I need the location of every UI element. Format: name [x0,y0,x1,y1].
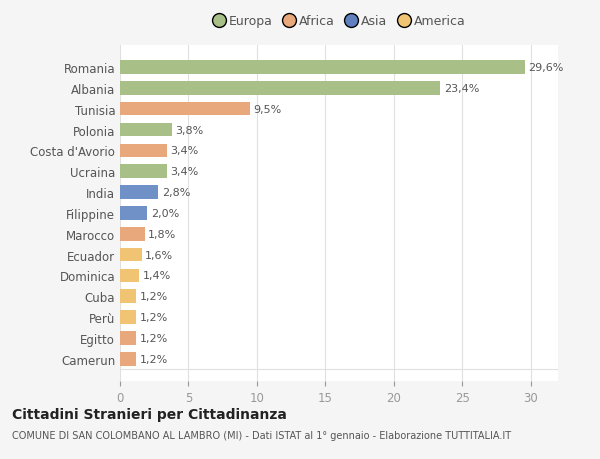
Bar [120,352,136,366]
Bar [120,82,440,95]
Bar [120,186,158,199]
Text: 29,6%: 29,6% [529,63,564,73]
Bar [120,144,167,158]
Text: 3,8%: 3,8% [175,125,203,135]
Text: 3,4%: 3,4% [170,146,198,156]
Text: 3,4%: 3,4% [170,167,198,177]
Text: 23,4%: 23,4% [444,84,479,94]
Bar [120,228,145,241]
Text: 2,8%: 2,8% [162,188,190,198]
Text: 1,2%: 1,2% [140,333,168,343]
Bar [120,311,136,324]
Text: COMUNE DI SAN COLOMBANO AL LAMBRO (MI) - Dati ISTAT al 1° gennaio - Elaborazione: COMUNE DI SAN COLOMBANO AL LAMBRO (MI) -… [12,431,511,440]
Bar [120,103,250,116]
Text: Cittadini Stranieri per Cittadinanza: Cittadini Stranieri per Cittadinanza [12,407,287,421]
Text: 1,6%: 1,6% [145,250,173,260]
Bar [120,165,167,179]
Bar [120,331,136,345]
Text: 1,2%: 1,2% [140,313,168,322]
Bar [120,269,139,283]
Bar [120,207,148,220]
Bar [120,290,136,303]
Bar [120,123,172,137]
Text: 1,2%: 1,2% [140,354,168,364]
Text: 1,4%: 1,4% [143,271,171,281]
Text: 9,5%: 9,5% [253,105,282,114]
Text: 1,8%: 1,8% [148,229,176,239]
Bar [120,248,142,262]
Text: 2,0%: 2,0% [151,208,179,218]
Bar [120,61,525,75]
Legend: Europa, Africa, Asia, America: Europa, Africa, Asia, America [212,15,466,28]
Text: 1,2%: 1,2% [140,291,168,302]
